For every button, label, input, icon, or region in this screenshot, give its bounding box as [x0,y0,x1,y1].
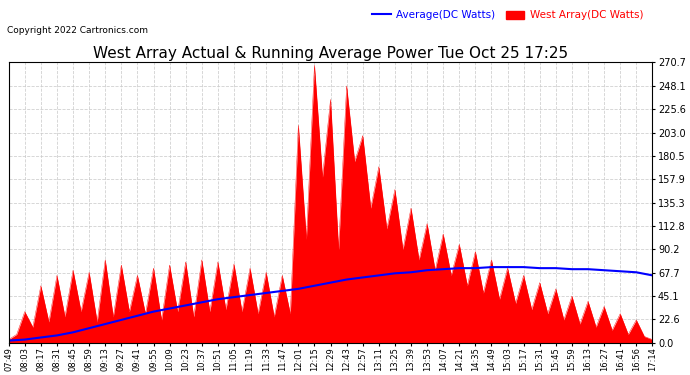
Text: Copyright 2022 Cartronics.com: Copyright 2022 Cartronics.com [7,26,148,35]
Title: West Array Actual & Running Average Power Tue Oct 25 17:25: West Array Actual & Running Average Powe… [93,46,568,62]
Legend: Average(DC Watts), West Array(DC Watts): Average(DC Watts), West Array(DC Watts) [368,6,647,24]
